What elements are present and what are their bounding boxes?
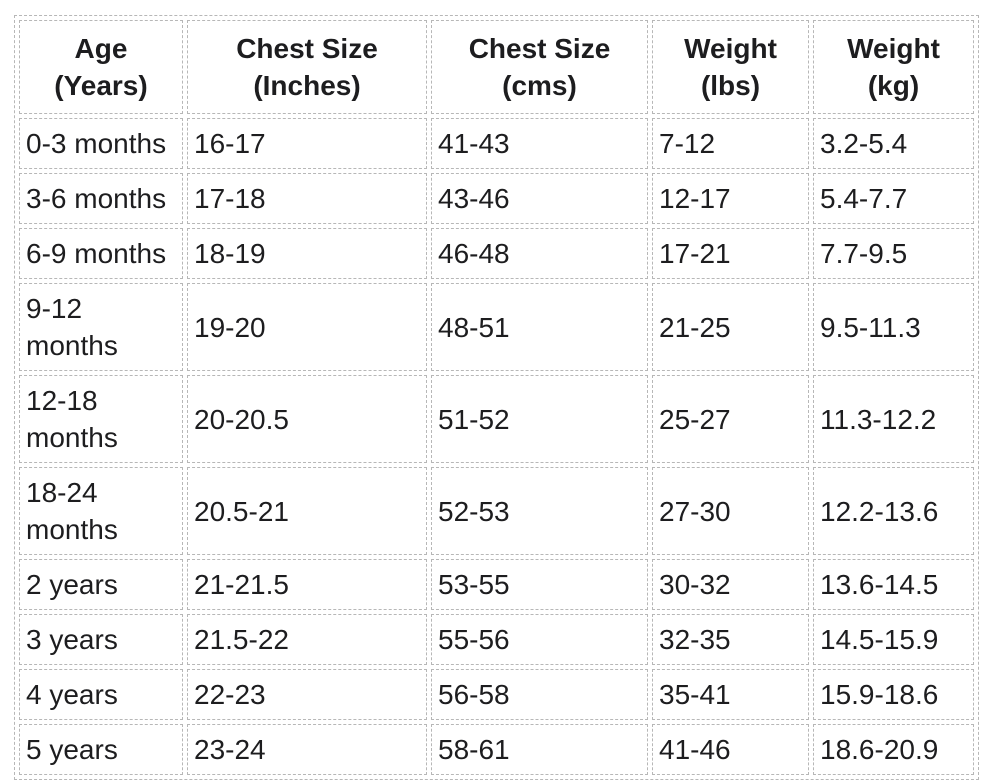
cell-weight-kg: 7.7-9.5 — [813, 228, 974, 279]
cell-weight-kg: 9.5-11.3 — [813, 283, 974, 371]
cell-weight-kg: 14.5-15.9 — [813, 614, 974, 665]
col-header-weight-kg-line2: (kg) — [867, 70, 920, 101]
cell-weight-lbs: 7-12 — [652, 118, 809, 169]
table-row: 2 years 21-21.5 53-55 30-32 13.6-14.5 — [19, 559, 974, 610]
col-header-weight-lbs: Weight (lbs) — [652, 20, 809, 114]
col-header-age-line2: (Years) — [54, 70, 148, 101]
cell-chest-cms: 58-61 — [431, 724, 648, 775]
cell-weight-kg: 18.6-20.9 — [813, 724, 974, 775]
col-header-chest-inches-line2: (Inches) — [253, 70, 361, 101]
table-row: 9-12 months 19-20 48-51 21-25 9.5-11.3 — [19, 283, 974, 371]
table-row: 6-9 months 18-19 46-48 17-21 7.7-9.5 — [19, 228, 974, 279]
cell-age: 3-6 months — [19, 173, 183, 224]
cell-chest-inches: 17-18 — [187, 173, 427, 224]
table-row: 12-18 months 20-20.5 51-52 25-27 11.3-12.2 — [19, 375, 974, 463]
table-row: 3-6 months 17-18 43-46 12-17 5.4-7.7 — [19, 173, 974, 224]
cell-weight-kg: 3.2-5.4 — [813, 118, 974, 169]
cell-age: 0-3 months — [19, 118, 183, 169]
table-row: 4 years 22-23 56-58 35-41 15.9-18.6 — [19, 669, 974, 720]
cell-weight-kg: 15.9-18.6 — [813, 669, 974, 720]
cell-weight-lbs: 21-25 — [652, 283, 809, 371]
col-header-weight-lbs-line2: (lbs) — [700, 70, 761, 101]
header-row: Age (Years) Chest Size (Inches) Chest Si… — [19, 20, 974, 114]
col-header-chest-cms-line1: Chest Size — [468, 33, 611, 64]
col-header-weight-kg: Weight (kg) — [813, 20, 974, 114]
cell-weight-kg: 5.4-7.7 — [813, 173, 974, 224]
cell-chest-cms: 46-48 — [431, 228, 648, 279]
cell-age: 3 years — [19, 614, 183, 665]
cell-weight-lbs: 32-35 — [652, 614, 809, 665]
table-row: 5 years 23-24 58-61 41-46 18.6-20.9 — [19, 724, 974, 775]
cell-age: 2 years — [19, 559, 183, 610]
cell-chest-inches: 21-21.5 — [187, 559, 427, 610]
table-row: 0-3 months 16-17 41-43 7-12 3.2-5.4 — [19, 118, 974, 169]
col-header-chest-cms: Chest Size (cms) — [431, 20, 648, 114]
cell-age: 18-24 months — [19, 467, 183, 555]
cell-chest-inches: 22-23 — [187, 669, 427, 720]
cell-chest-inches: 18-19 — [187, 228, 427, 279]
col-header-chest-cms-line2: (cms) — [502, 70, 577, 101]
table-header: Age (Years) Chest Size (Inches) Chest Si… — [19, 20, 974, 114]
cell-weight-lbs: 17-21 — [652, 228, 809, 279]
col-header-chest-inches-line1: Chest Size — [236, 33, 378, 64]
cell-chest-cms: 43-46 — [431, 173, 648, 224]
cell-weight-kg: 11.3-12.2 — [813, 375, 974, 463]
cell-chest-cms: 53-55 — [431, 559, 648, 610]
cell-chest-cms: 55-56 — [431, 614, 648, 665]
cell-chest-inches: 21.5-22 — [187, 614, 427, 665]
cell-chest-inches: 20-20.5 — [187, 375, 427, 463]
cell-weight-lbs: 30-32 — [652, 559, 809, 610]
cell-age: 9-12 months — [19, 283, 183, 371]
col-header-age: Age (Years) — [19, 20, 183, 114]
table-row: 18-24 months 20.5-21 52-53 27-30 12.2-13.6 — [19, 467, 974, 555]
cell-chest-inches: 23-24 — [187, 724, 427, 775]
cell-chest-cms: 52-53 — [431, 467, 648, 555]
cell-chest-cms: 41-43 — [431, 118, 648, 169]
cell-age: 5 years — [19, 724, 183, 775]
col-header-chest-inches: Chest Size (Inches) — [187, 20, 427, 114]
cell-chest-inches: 16-17 — [187, 118, 427, 169]
col-header-weight-kg-line1: Weight — [847, 33, 940, 64]
cell-weight-lbs: 41-46 — [652, 724, 809, 775]
size-chart-table: Age (Years) Chest Size (Inches) Chest Si… — [14, 15, 979, 780]
cell-weight-lbs: 12-17 — [652, 173, 809, 224]
cell-chest-cms: 48-51 — [431, 283, 648, 371]
cell-weight-lbs: 27-30 — [652, 467, 809, 555]
col-header-age-line1: Age — [74, 33, 128, 64]
cell-age: 12-18 months — [19, 375, 183, 463]
cell-chest-cms: 56-58 — [431, 669, 648, 720]
table-row: 3 years 21.5-22 55-56 32-35 14.5-15.9 — [19, 614, 974, 665]
cell-weight-lbs: 35-41 — [652, 669, 809, 720]
col-header-weight-lbs-line1: Weight — [684, 33, 777, 64]
cell-weight-kg: 12.2-13.6 — [813, 467, 974, 555]
cell-weight-kg: 13.6-14.5 — [813, 559, 974, 610]
cell-chest-inches: 19-20 — [187, 283, 427, 371]
cell-age: 6-9 months — [19, 228, 183, 279]
cell-chest-cms: 51-52 — [431, 375, 648, 463]
table-body: 0-3 months 16-17 41-43 7-12 3.2-5.4 3-6 month… — [19, 118, 974, 775]
cell-age: 4 years — [19, 669, 183, 720]
cell-weight-lbs: 25-27 — [652, 375, 809, 463]
cell-chest-inches: 20.5-21 — [187, 467, 427, 555]
